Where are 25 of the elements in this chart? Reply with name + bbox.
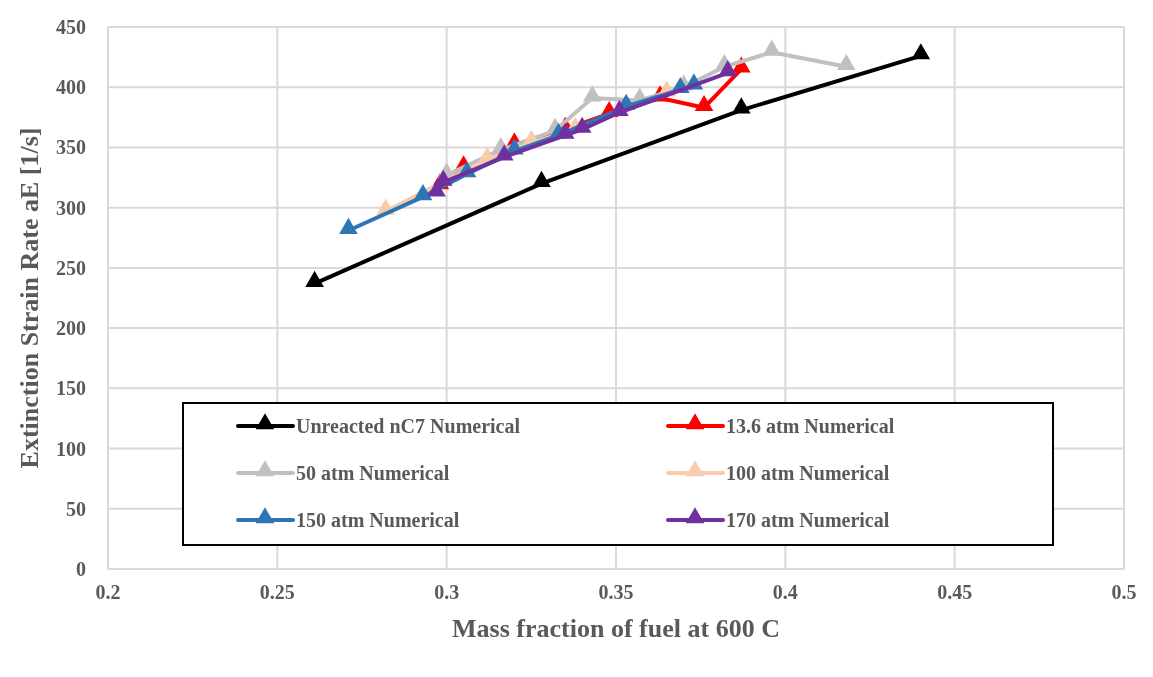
x-tick-label: 0.25 xyxy=(259,581,295,603)
x-tick-label: 0.4 xyxy=(772,581,798,603)
legend-label: 50 atm Numerical xyxy=(296,462,450,484)
y-axis-title: Extinction Strain Rate aE [1/s] xyxy=(15,127,44,469)
legend-label: 170 atm Numerical xyxy=(726,509,890,531)
y-tick-label: 450 xyxy=(56,16,86,38)
x-axis-title: Mass fraction of fuel at 600 C xyxy=(452,614,780,643)
y-tick-label: 150 xyxy=(56,377,86,400)
y-tick-label: 350 xyxy=(56,136,86,159)
legend-label: Unreacted nC7 Numerical xyxy=(296,415,521,437)
y-tick-label: 0 xyxy=(76,558,86,580)
legend-label: 100 atm Numerical xyxy=(726,462,890,484)
x-tick-label: 0.35 xyxy=(598,581,634,603)
y-tick-label: 250 xyxy=(56,256,86,279)
y-tick-label: 50 xyxy=(66,497,86,520)
x-tick-label: 0.2 xyxy=(95,581,121,603)
y-tick-label: 400 xyxy=(56,76,86,99)
legend-label: 150 atm Numerical xyxy=(296,509,460,531)
y-tick-label: 200 xyxy=(56,317,86,340)
y-tick-label: 100 xyxy=(56,437,86,460)
x-tick-label: 0.3 xyxy=(434,581,460,603)
x-tick-label: 0.45 xyxy=(937,581,973,603)
y-tick-label: 300 xyxy=(56,196,86,219)
legend-label: 13.6 atm Numerical xyxy=(726,415,895,437)
x-tick-label: 0.5 xyxy=(1111,581,1137,603)
